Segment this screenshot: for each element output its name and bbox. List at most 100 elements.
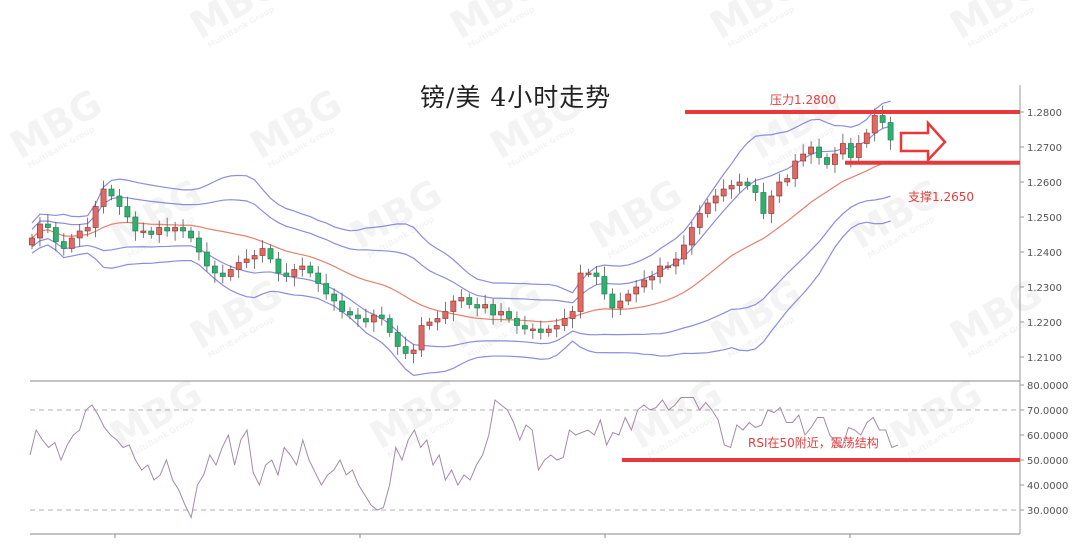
- candle: [116, 189, 123, 215]
- candle-body: [609, 293, 616, 309]
- candle: [696, 205, 703, 235]
- candle: [211, 260, 218, 283]
- candle: [521, 315, 528, 335]
- rsi-tick-label: 60.0000: [1027, 431, 1068, 442]
- candle: [498, 303, 504, 322]
- candle: [712, 189, 719, 212]
- candle-body: [259, 248, 266, 256]
- candle-body: [37, 223, 43, 239]
- candle: [569, 305, 576, 329]
- support-label: 支撑1.2650: [908, 190, 974, 204]
- candle-body: [863, 132, 870, 144]
- candle-body: [744, 181, 751, 186]
- candle: [84, 217, 91, 237]
- candle-body: [235, 262, 242, 270]
- bollinger-band-l2: [31, 220, 891, 377]
- watermark: MBGMultiBank Group: [443, 0, 550, 50]
- candle-body: [251, 255, 258, 260]
- candle-body: [172, 227, 178, 232]
- candle: [410, 344, 417, 364]
- watermark: MBGMultiBank Group: [843, 171, 950, 260]
- candle: [776, 173, 783, 203]
- candle-body: [529, 328, 536, 331]
- price-tick-label: 1.2200: [1027, 318, 1062, 329]
- candle-body: [418, 325, 425, 351]
- candle: [482, 294, 489, 314]
- candle: [37, 217, 43, 247]
- watermark-logo: MBG: [943, 0, 1050, 48]
- bollinger-band-l1: [31, 195, 891, 348]
- candle-body: [768, 195, 775, 214]
- candle-body: [180, 227, 186, 232]
- candle-body: [816, 146, 822, 158]
- candle-body: [569, 311, 576, 319]
- rsi-tick-label: 40.0000: [1027, 481, 1068, 492]
- candle-body: [871, 115, 878, 134]
- candle-body: [100, 188, 107, 207]
- candle-body: [116, 195, 123, 207]
- rsi-annotation: RSI在50附近，震荡结构: [748, 436, 879, 450]
- candle-body: [521, 325, 528, 330]
- candle-body: [482, 304, 489, 309]
- candle-body: [665, 265, 671, 268]
- candle: [601, 266, 608, 300]
- candle-body: [362, 318, 369, 323]
- candle-body: [887, 122, 894, 141]
- candle: [251, 249, 258, 269]
- candle-body: [394, 332, 401, 347]
- candle: [235, 255, 242, 278]
- candle: [402, 336, 409, 360]
- candle-body: [506, 311, 512, 319]
- price-tick-label: 1.2800: [1027, 108, 1062, 119]
- candle-body: [299, 265, 306, 270]
- candle-body: [347, 311, 353, 316]
- candle: [259, 240, 266, 263]
- candle-body: [60, 241, 67, 249]
- candle-body: [680, 244, 687, 260]
- candle: [744, 177, 751, 190]
- candle: [784, 174, 791, 187]
- candle: [267, 244, 274, 264]
- candle-body: [537, 328, 544, 333]
- candle-body: [514, 318, 520, 326]
- candle-body: [283, 272, 290, 277]
- candle: [108, 184, 115, 201]
- candle-body: [879, 115, 886, 123]
- candle: [514, 311, 520, 334]
- candle: [219, 264, 226, 284]
- candle: [863, 128, 870, 148]
- candle-body: [696, 213, 703, 228]
- candle-body: [808, 146, 814, 155]
- candle: [585, 268, 592, 278]
- watermark-logo: MBG: [443, 0, 550, 48]
- candle: [291, 263, 298, 287]
- candle-body: [156, 227, 163, 235]
- candle: [140, 222, 147, 238]
- candle-body: [124, 206, 131, 218]
- candle-body: [593, 272, 600, 277]
- candle-body: [140, 230, 147, 233]
- candle-body: [76, 230, 83, 239]
- candle: [490, 298, 496, 325]
- candle: [577, 264, 584, 319]
- candle: [299, 257, 306, 277]
- candle: [545, 324, 552, 337]
- candle: [561, 308, 568, 332]
- candle-body: [641, 279, 648, 288]
- candle-body: [450, 300, 457, 312]
- candle: [792, 154, 799, 187]
- candle: [816, 138, 822, 165]
- candle: [450, 295, 457, 322]
- candle: [728, 179, 735, 199]
- candle: [649, 270, 655, 290]
- watermark-logo: MBG: [183, 0, 290, 48]
- candle-body: [243, 258, 250, 263]
- candle-body: [291, 269, 298, 277]
- candle-body: [466, 297, 473, 305]
- candle-body: [824, 157, 830, 165]
- candle-body: [164, 227, 171, 232]
- candle: [855, 135, 862, 165]
- candle-body: [458, 297, 465, 302]
- candle-body: [752, 185, 759, 193]
